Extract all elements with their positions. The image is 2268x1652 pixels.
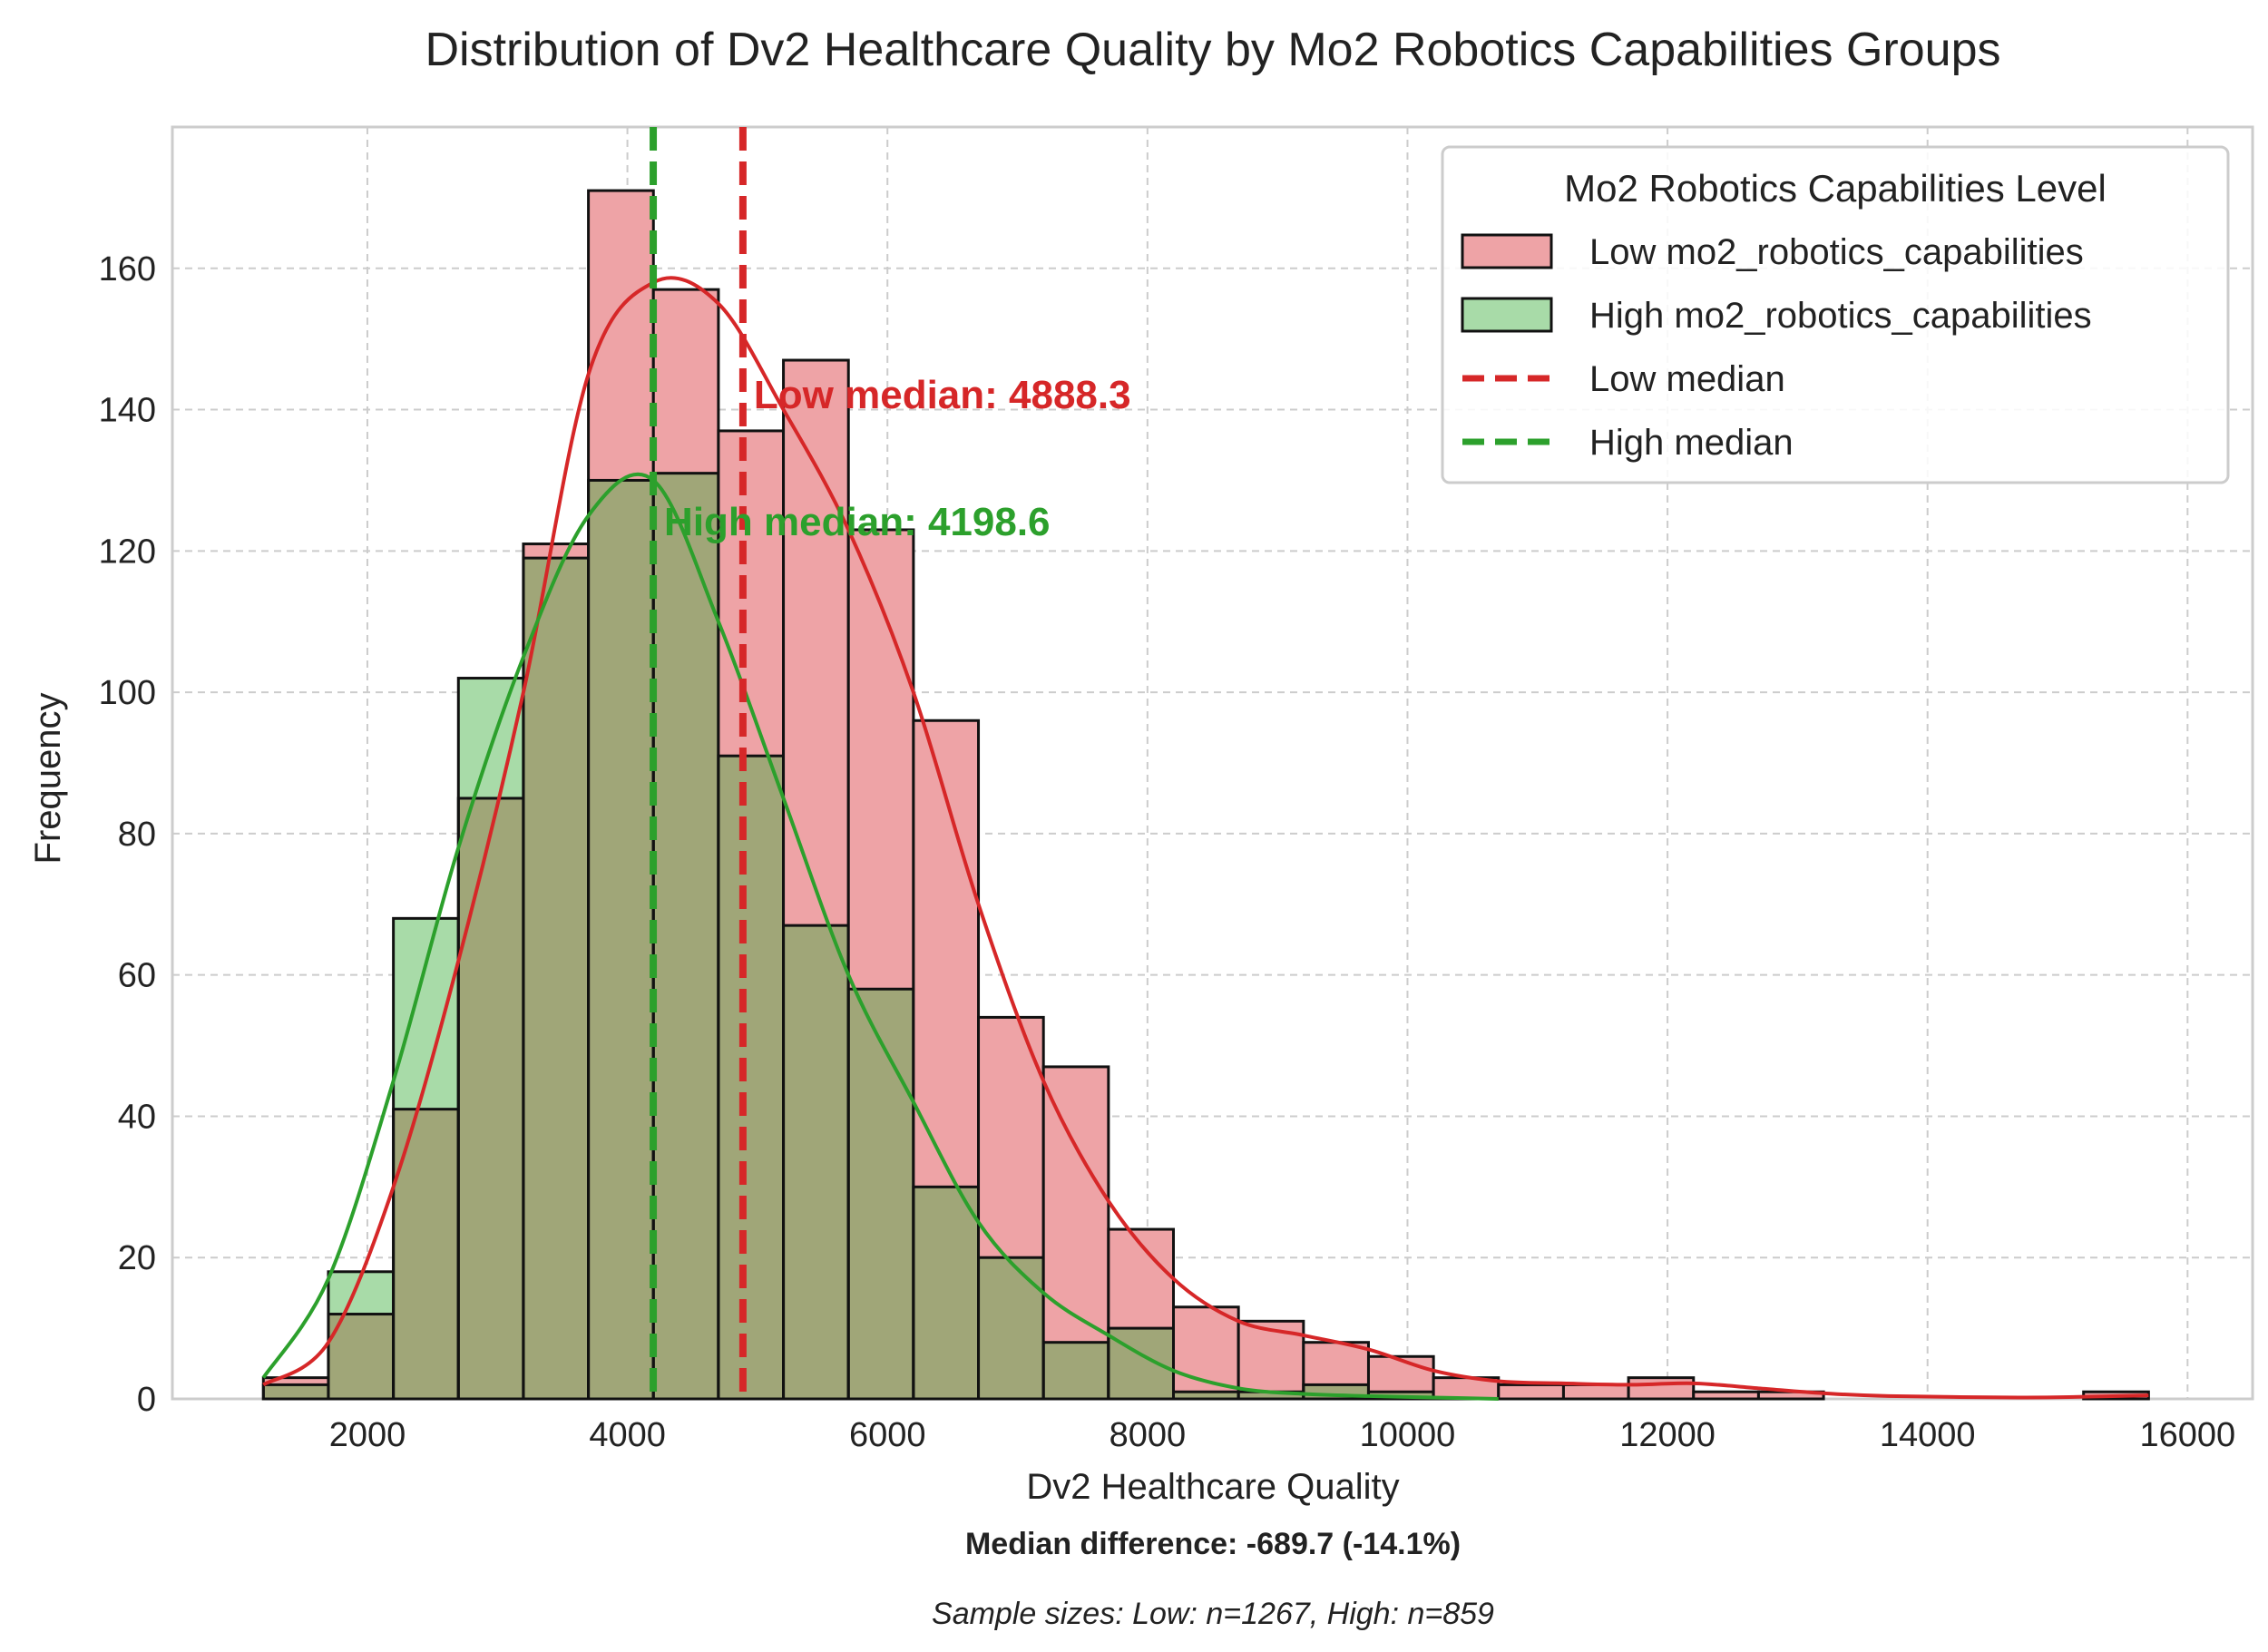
y-tick-label: 120: [99, 533, 156, 571]
y-tick-label: 40: [118, 1098, 156, 1136]
x-tick-label: 6000: [849, 1416, 926, 1454]
histogram-bars: [261, 189, 2150, 1401]
legend-frame: [1441, 145, 2230, 484]
legend: Mo2 Robotics Capabilities Level Low mo2_…: [1441, 145, 2230, 484]
overlap-bar: [1043, 1342, 1109, 1399]
overlap-bar: [458, 797, 523, 1399]
x-tick-label: 16000: [2140, 1416, 2236, 1454]
y-axis-label: Frequency: [28, 693, 68, 865]
x-tick-label: 14000: [1880, 1416, 1976, 1454]
x-tick-label: 2000: [329, 1416, 406, 1454]
y-tick-label: 20: [118, 1239, 156, 1277]
legend-title: Mo2 Robotics Capabilities Level: [1564, 167, 2107, 210]
low-bar: [1628, 1377, 1694, 1399]
overlap-bar: [783, 925, 849, 1399]
sample-sizes-note: Sample sizes: Low: n=1267, High: n=859: [932, 1597, 1494, 1631]
legend-entry-label: High median: [1589, 423, 1794, 463]
x-tick-label: 8000: [1110, 1416, 1187, 1454]
median-difference-note: Median difference: -689.7 (-14.1%): [965, 1527, 1461, 1561]
overlap-bar: [327, 1314, 394, 1399]
overlap-bar: [1173, 1392, 1239, 1399]
high-median-label: High median: 4198.6: [664, 500, 1050, 544]
low-bar-outline: [1627, 1376, 1696, 1401]
overlap-bar: [848, 989, 914, 1399]
overlap-bar: [523, 558, 589, 1399]
y-tick-label: 80: [118, 816, 156, 854]
y-tick-label: 140: [99, 392, 156, 430]
y-tick-label: 0: [137, 1381, 156, 1419]
x-tick-label: 12000: [1619, 1416, 1716, 1454]
low-bar: [1433, 1377, 1499, 1399]
y-tick-label: 60: [118, 957, 156, 995]
low-bar: [1563, 1384, 1629, 1399]
x-axis-label: Dv2 Healthcare Quality: [1026, 1467, 1399, 1507]
overlap-bar: [653, 473, 719, 1399]
overlap-bar: [978, 1257, 1044, 1399]
overlap-bar: [263, 1384, 328, 1399]
legend-entry-label: Low median: [1589, 359, 1785, 399]
overlap-bar: [913, 1187, 979, 1399]
legend-swatch: [1461, 297, 1553, 333]
kde-curves: [261, 276, 2149, 1401]
overlap-bar: [1108, 1328, 1174, 1399]
low-bar: [1498, 1384, 1564, 1399]
high-kde-line: [261, 472, 1499, 1401]
overlap-bar: [1238, 1392, 1304, 1399]
low-median-label: Low median: 4888.3: [754, 373, 1131, 417]
overlap-bar: [588, 480, 654, 1399]
low-kde-line: [262, 276, 2149, 1400]
low-bar: [1758, 1392, 1824, 1399]
y-tick-label: 100: [99, 674, 156, 712]
y-tick-label: 160: [99, 250, 156, 288]
low-bar: [1173, 1306, 1239, 1399]
x-tick-label: 4000: [589, 1416, 666, 1454]
chart-title: Distribution of Dv2 Healthcare Quality b…: [425, 24, 2001, 76]
overlap-bar: [718, 756, 784, 1399]
x-tick-label: 10000: [1360, 1416, 1456, 1454]
low-bar: [1693, 1392, 1759, 1399]
median-lines: Low median: 4888.3 High median: 4198.6: [650, 127, 1131, 1399]
axis-ticks: 2000 4000 6000 8000 10000 12000 14000 16000 0 20 4…: [99, 250, 2236, 1454]
legend-entry-label: High mo2_robotics_capabilities: [1589, 296, 2092, 336]
legend-entry-label: Low mo2_robotics_capabilities: [1589, 232, 2084, 272]
legend-swatch: [1461, 233, 1553, 269]
